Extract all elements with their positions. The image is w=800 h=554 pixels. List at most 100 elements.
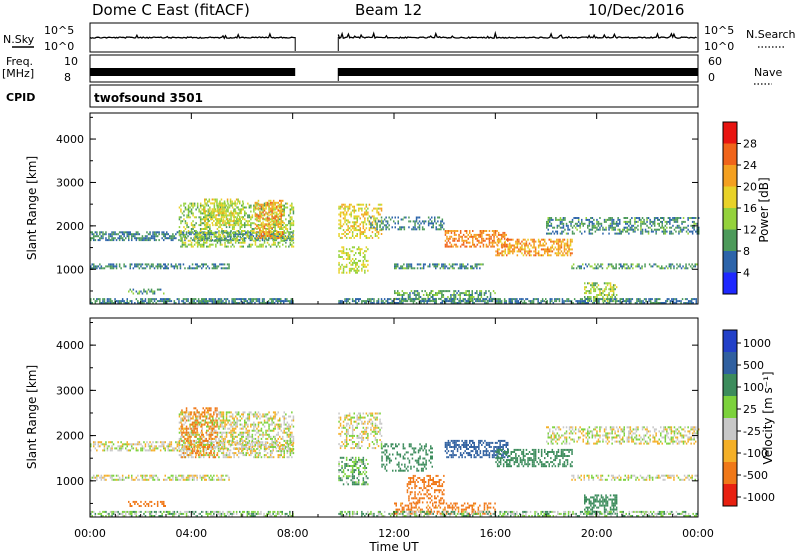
heatmap-cell [126, 476, 128, 479]
heatmap-cell [288, 222, 290, 225]
heatmap-cell [691, 220, 694, 223]
heatmap-cell [204, 239, 206, 242]
heatmap-cell [223, 302, 226, 304]
heatmap-cell [109, 263, 112, 266]
heatmap-cell [272, 239, 275, 242]
heatmap-cell [561, 232, 563, 235]
heatmap-cell [196, 239, 199, 242]
heatmap-cell [215, 222, 217, 225]
heatmap-cell [506, 254, 508, 257]
freq-label: Freq. [6, 55, 33, 68]
heatmap-cell [373, 302, 375, 304]
heatmap-cell [190, 237, 192, 240]
heatmap-cell [518, 250, 520, 253]
heatmap-cell [234, 302, 236, 304]
heatmap-cell [96, 231, 98, 234]
heatmap-cell [178, 474, 180, 477]
heatmap-cell [170, 445, 173, 448]
heatmap-cell [348, 205, 351, 208]
heatmap-cell [573, 232, 575, 235]
heatmap-cell [397, 228, 399, 231]
heatmap-cell [233, 245, 235, 248]
heatmap-cell [570, 220, 572, 223]
heatmap-cell [574, 226, 577, 229]
heatmap-cell [464, 245, 466, 248]
heatmap-cell [192, 231, 194, 234]
heatmap-cell [497, 298, 500, 301]
heatmap-cell [204, 208, 206, 211]
heatmap-cell [342, 217, 345, 220]
heatmap-cell [473, 235, 475, 238]
heatmap-cell [231, 298, 233, 301]
heatmap-cell [91, 231, 93, 234]
heatmap-cell [560, 244, 563, 247]
heatmap-cell [199, 230, 202, 232]
heatmap-cell [163, 235, 165, 238]
heatmap-cell [255, 298, 258, 301]
heatmap-cell [275, 211, 278, 214]
heatmap-cell [449, 235, 451, 238]
heatmap-cell [617, 218, 619, 221]
heatmap-cell [102, 298, 104, 301]
heatmap-cell [215, 233, 217, 236]
heatmap-cell [376, 300, 378, 303]
heatmap-cell [553, 232, 556, 235]
heatmap-cell [285, 202, 287, 205]
heatmap-cell [361, 300, 363, 303]
heatmap-cell [205, 263, 207, 266]
heatmap-cell [141, 445, 144, 448]
heatmap-cell [103, 302, 106, 304]
heatmap-cell [683, 302, 685, 304]
heatmap-cell [491, 239, 494, 242]
heatmap-cell [654, 300, 656, 303]
heatmap-cell [260, 445, 262, 448]
heatmap-cell [405, 300, 407, 303]
heatmap-cell [338, 227, 340, 230]
heatmap-cell [204, 298, 206, 301]
heatmap-cell [201, 218, 203, 221]
heatmap-cell [128, 235, 130, 238]
heatmap-cell [648, 298, 650, 301]
heatmap-cell [109, 474, 112, 477]
heatmap-cell [485, 292, 487, 295]
heatmap-cell [280, 237, 282, 240]
heatmap-cell [436, 265, 439, 268]
heatmap-cell [175, 265, 177, 268]
heatmap-cell [403, 263, 405, 266]
heatmap-cell [123, 302, 125, 304]
heatmap-cell [263, 227, 266, 230]
heatmap-cell [259, 245, 261, 248]
heatmap-cell [471, 290, 473, 293]
heatmap-cell [596, 286, 598, 289]
heatmap-cell [213, 239, 216, 242]
heatmap-cell [134, 478, 136, 481]
heatmap-cell [192, 226, 194, 229]
heatmap-cell [455, 233, 457, 236]
heatmap-cell [222, 202, 224, 205]
heatmap-cell [216, 231, 218, 234]
heatmap-cell [590, 292, 592, 295]
heatmap-cell [429, 218, 431, 221]
heatmap-cell [410, 263, 413, 266]
heatmap-cell [435, 228, 437, 231]
heatmap-cell [250, 206, 252, 209]
heatmap-cell [150, 445, 153, 448]
heatmap-cell [259, 207, 261, 210]
heatmap-cell [511, 302, 513, 304]
heatmap-cell [374, 223, 377, 226]
heatmap-cell [342, 267, 345, 270]
heatmap-cell [210, 233, 212, 236]
heatmap-cell [612, 226, 615, 229]
heatmap-cell [117, 510, 119, 513]
heatmap-cell [463, 267, 466, 270]
heatmap-cell [274, 203, 276, 206]
heatmap-cell [464, 230, 466, 232]
heatmap-cell [129, 510, 131, 513]
heatmap-cell [272, 216, 275, 219]
heatmap-cell [93, 263, 95, 266]
heatmap-cell [516, 244, 519, 247]
heatmap-cell [280, 199, 282, 202]
heatmap-cell [244, 226, 246, 229]
heatmap-cell [604, 300, 606, 303]
heatmap-cell [201, 235, 203, 238]
